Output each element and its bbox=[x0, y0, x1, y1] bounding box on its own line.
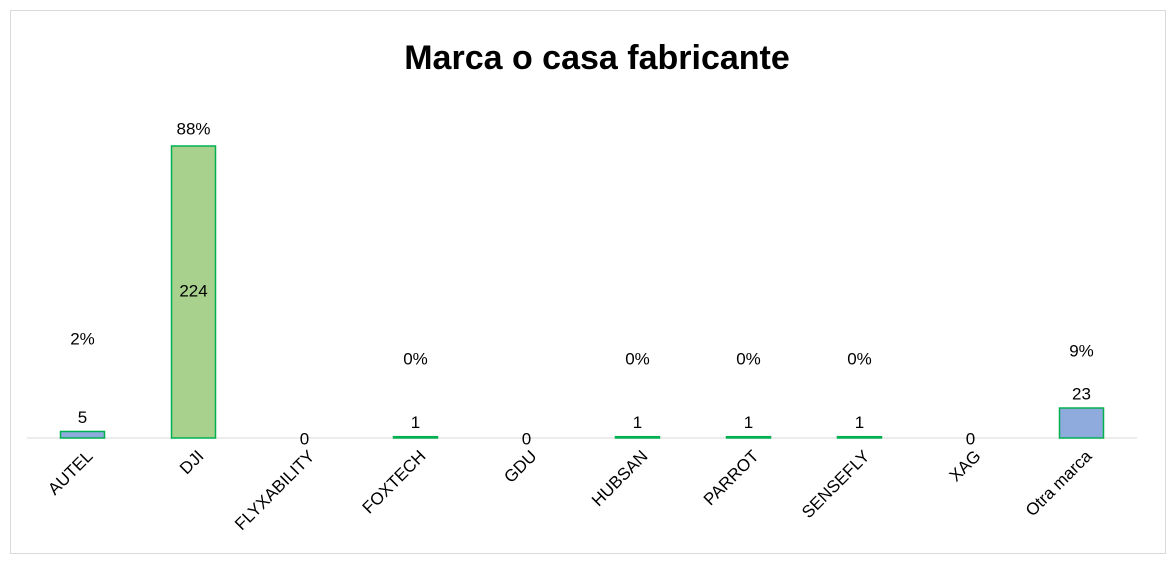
value-label: 1 bbox=[411, 413, 420, 432]
percent-label: 88% bbox=[176, 119, 210, 138]
bar bbox=[725, 435, 772, 439]
value-label: 23 bbox=[1072, 385, 1091, 404]
value-label: 0 bbox=[522, 429, 531, 448]
bar bbox=[1058, 407, 1105, 439]
value-label: 1 bbox=[855, 413, 864, 432]
bar bbox=[614, 435, 661, 439]
percent-label: 0% bbox=[403, 349, 428, 368]
bar bbox=[392, 435, 439, 439]
value-label: 1 bbox=[633, 413, 642, 432]
bar bbox=[170, 145, 217, 439]
chart-title: Marca o casa fabricante bbox=[404, 39, 790, 77]
percent-label: 2% bbox=[70, 329, 95, 348]
value-label: 5 bbox=[78, 408, 87, 427]
percent-label: 0% bbox=[625, 349, 650, 368]
percent-label: 9% bbox=[1069, 341, 1094, 360]
percent-label: 0% bbox=[736, 349, 761, 368]
percent-label: 0% bbox=[847, 349, 872, 368]
bar bbox=[59, 430, 106, 439]
value-label: 1 bbox=[744, 413, 753, 432]
value-label: 0 bbox=[300, 429, 309, 448]
bar bbox=[836, 435, 883, 439]
value-label: 224 bbox=[179, 281, 207, 300]
value-label: 0 bbox=[966, 429, 975, 448]
